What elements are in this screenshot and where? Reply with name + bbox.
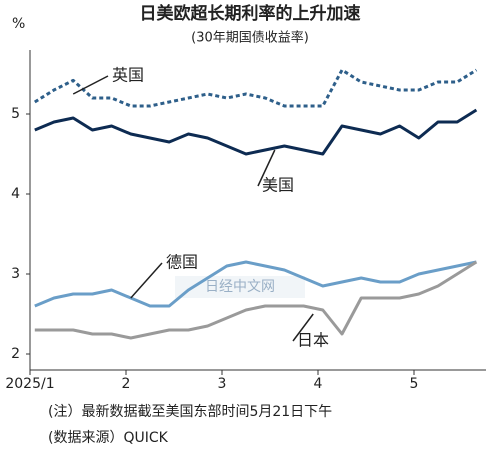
y-tick-label: 4: [11, 186, 20, 202]
label-leader: [292, 313, 314, 342]
series-line: [34, 108, 478, 156]
y-tick-label: 2: [11, 346, 20, 362]
series-label: 美国: [262, 176, 294, 195]
series-line: [34, 260, 477, 308]
watermark: 日经中文网: [205, 279, 275, 295]
chart-subtitle: (30年期国债收益率): [191, 30, 309, 46]
note: (数据来源）QUICK: [48, 430, 169, 446]
series-label: 德国: [166, 253, 198, 272]
y-tick-label: 5: [11, 106, 20, 122]
label-leader: [72, 75, 109, 95]
series-line: [34, 68, 478, 108]
series-label: 日本: [297, 331, 329, 350]
x-tick-label: 2: [122, 376, 131, 392]
x-tick-label: 4: [314, 376, 323, 392]
y-tick-label: 3: [11, 266, 20, 282]
y-axis-label: %: [12, 16, 25, 32]
series-line: [34, 260, 478, 340]
label-leader: [130, 262, 163, 299]
watermark-box: [175, 276, 305, 298]
series-label: 英国: [112, 66, 144, 85]
x-tick-label: 5: [410, 376, 419, 392]
label-leader: [257, 149, 276, 187]
x-tick-label: 3: [218, 376, 227, 392]
chart-title: 日美欧超长期利率的上升加速: [140, 3, 361, 24]
x-tick-label: 2025/1: [5, 376, 54, 392]
note: (注）最新数据截至美国东部时间5月21日下午: [48, 404, 332, 420]
